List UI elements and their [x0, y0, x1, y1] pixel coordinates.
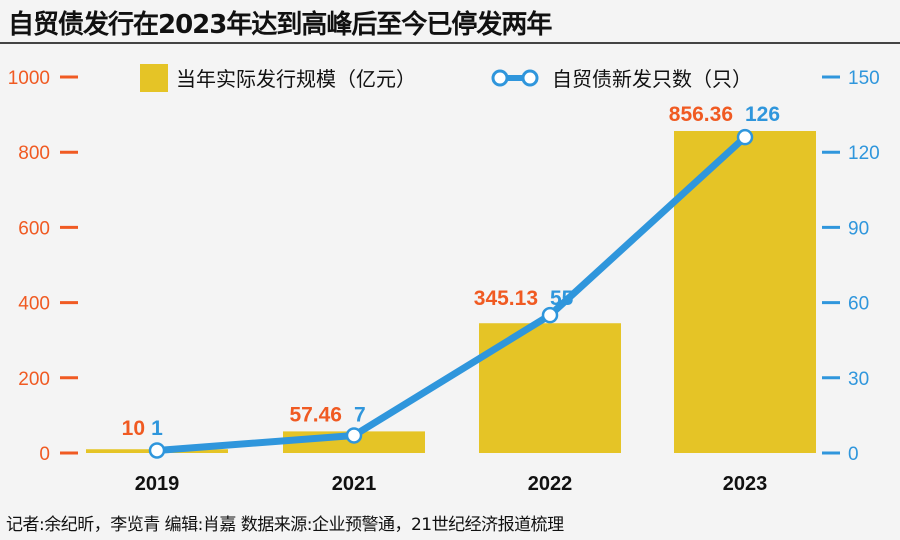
left-axis-tick-label: 0: [39, 444, 50, 465]
line-point-2021: [345, 427, 363, 444]
line-value-label: 7: [354, 403, 366, 426]
right-axis-tick-label: 120: [848, 143, 880, 164]
line-value-label: 126: [745, 103, 780, 126]
line-point-2022: [541, 306, 559, 324]
legend-line-label: 自贸债新发只数（只）: [552, 68, 752, 91]
line-value-label: 55: [550, 287, 574, 310]
right-axis-tick-label: 150: [848, 68, 880, 89]
legend-bar-label: 当年实际发行规模（亿元）: [176, 68, 416, 91]
bar-value-label: 856.36: [669, 103, 733, 126]
right-axis-tick-label: 90: [848, 218, 869, 239]
left-axis-tick-label: 600: [18, 218, 50, 239]
left-axis-tick-label: 400: [18, 294, 50, 315]
line-point-2019: [148, 442, 166, 459]
title-divider: [0, 42, 900, 44]
legend-line-marker: [521, 69, 539, 87]
line-value-label: 1: [151, 417, 163, 440]
legend-line-marker: [491, 69, 509, 87]
legend-bar-swatch: [140, 64, 168, 92]
bar-value-label: 345.13: [474, 287, 538, 310]
bar-value-label: 10: [122, 417, 145, 440]
x-axis-label: 2021: [332, 473, 377, 495]
x-axis-label: 2022: [528, 473, 573, 495]
footer-credits: 记者:余纪昕，李览青 编辑:肖嘉 数据来源:企业预警通，21世纪经济报道梳理: [6, 515, 564, 535]
left-axis-tick-label: 800: [18, 143, 50, 164]
line-point-2023: [736, 128, 754, 146]
bar-value-label: 57.46: [289, 403, 342, 426]
chart: 0 200 400 600 800 1000 0 30 60 90 120 150 当年实际发行规模（亿…: [8, 64, 880, 495]
right-axis-tick-label: 60: [848, 294, 869, 315]
x-axis-label: 2019: [135, 473, 180, 495]
x-axis-label: 2023: [723, 473, 768, 495]
left-axis-tick-label: 1000: [8, 68, 50, 89]
right-axis-tick-label: 0: [848, 444, 859, 465]
chart-title: 自贸债发行在2023年达到高峰后至今已停发两年: [8, 10, 552, 40]
right-axis-tick-label: 30: [848, 369, 869, 390]
left-axis-tick-label: 200: [18, 369, 50, 390]
line-series: [156, 134, 748, 454]
